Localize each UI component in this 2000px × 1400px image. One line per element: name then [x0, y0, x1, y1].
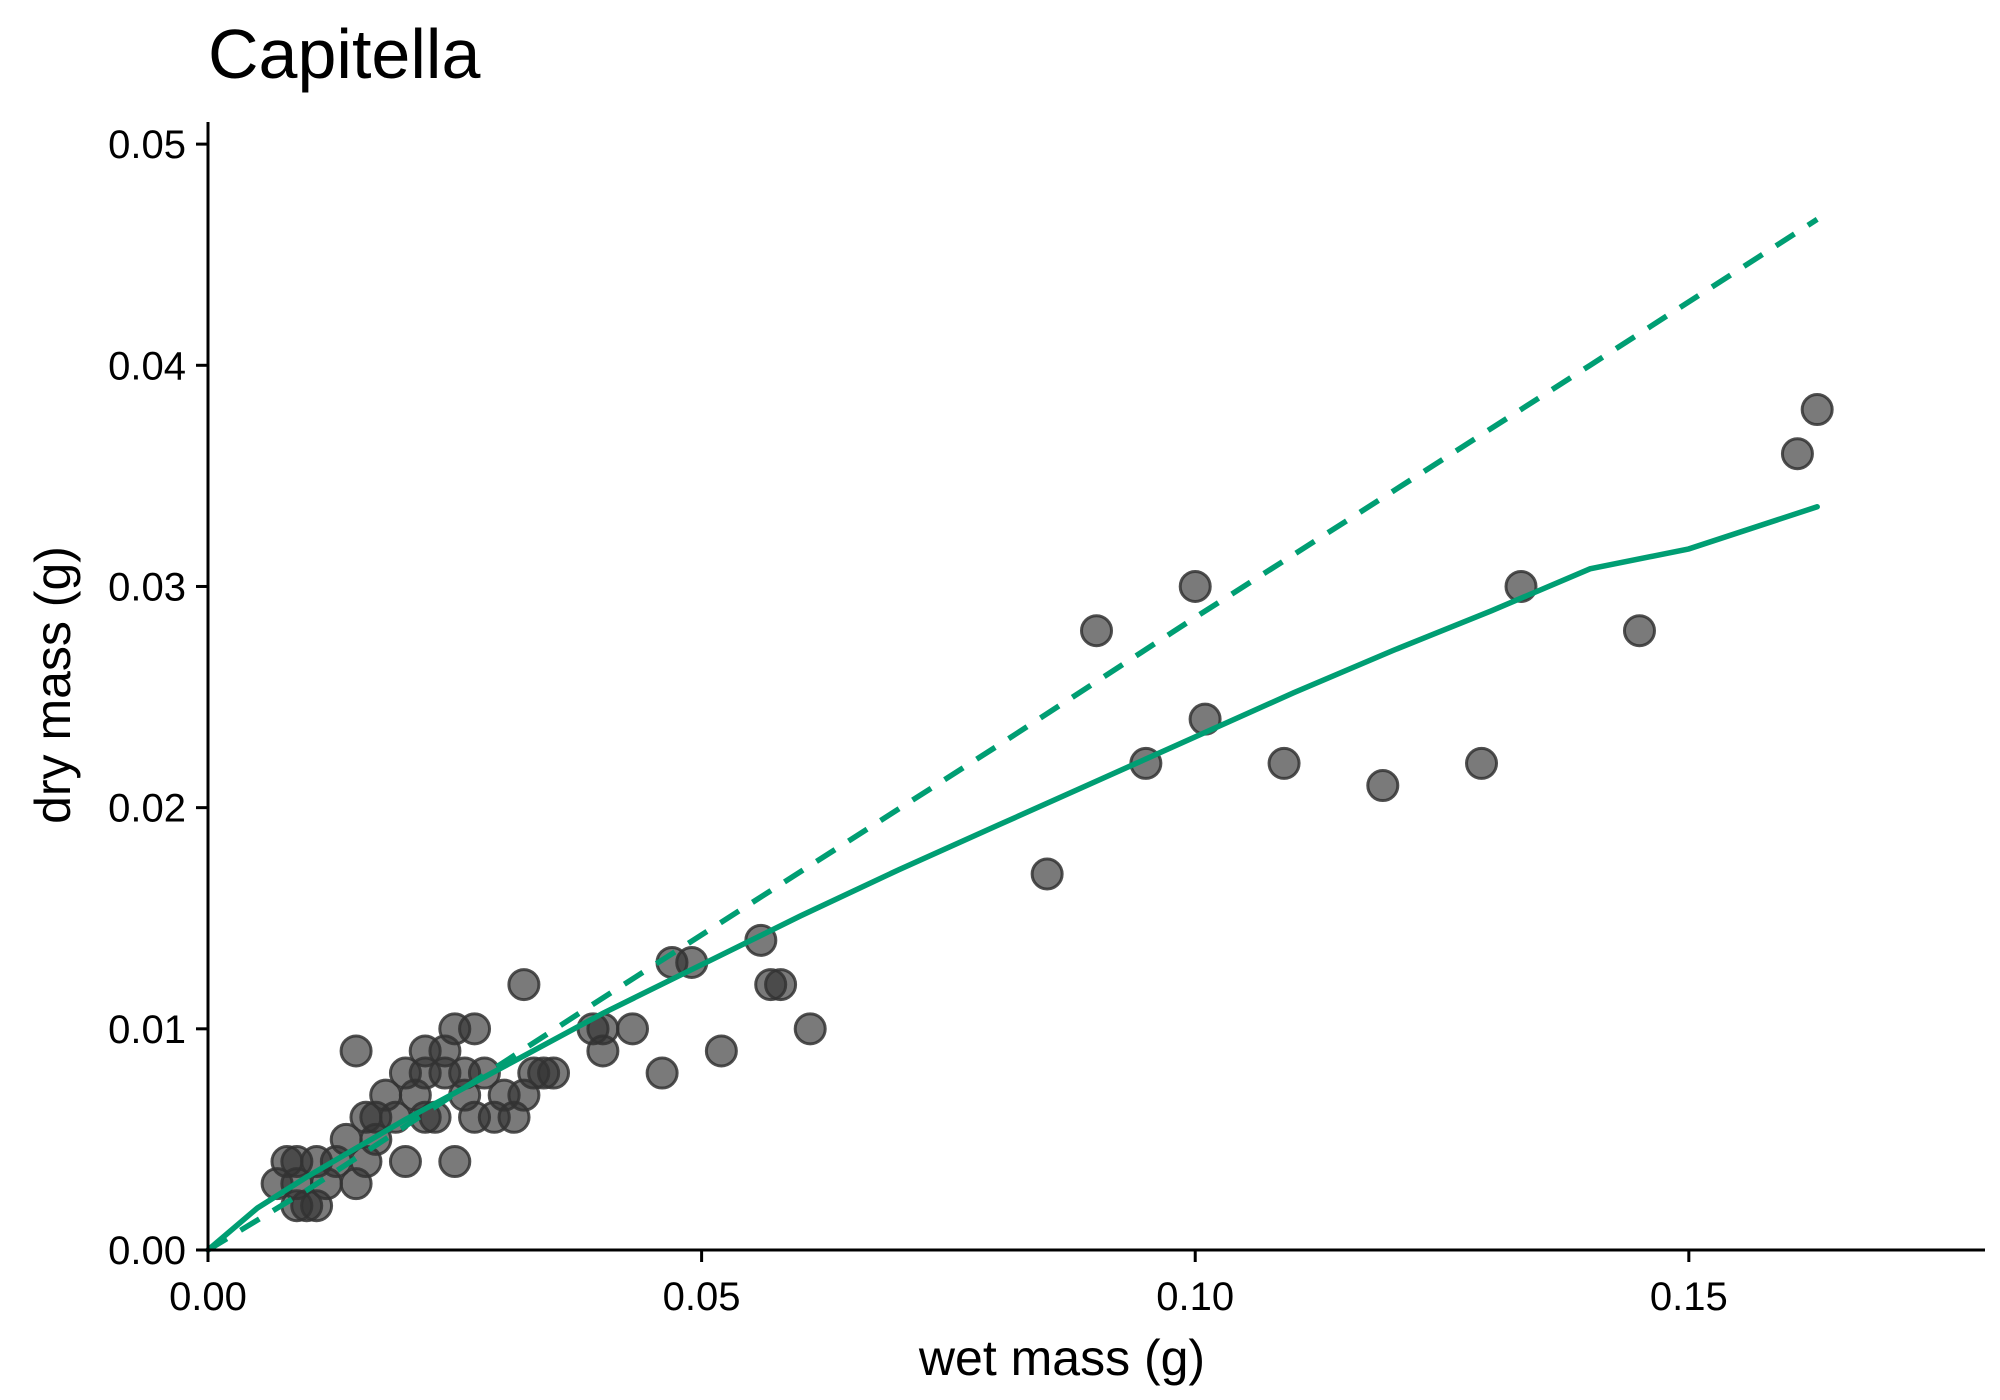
data-point: [1366, 769, 1400, 803]
plot-area: [205, 216, 1834, 1253]
data-point: [438, 1145, 472, 1179]
x-tick-label: 0.00: [169, 1275, 247, 1319]
data-point: [1465, 746, 1499, 780]
y-tick-label: 0.03: [108, 565, 186, 609]
data-point: [388, 1145, 422, 1179]
chart-title: Capitella: [208, 15, 480, 93]
y-axis-ticks: 0.00 0.01 0.02 0.03 0.04 0.05: [108, 123, 208, 1273]
y-tick-label: 0.00: [108, 1229, 186, 1273]
data-point: [1622, 614, 1656, 648]
data-point: [1267, 746, 1301, 780]
dashed-fit-line: [206, 216, 1819, 1253]
data-point: [645, 1056, 679, 1090]
x-axis-ticks: 0.00 0.05 0.10 0.15: [169, 1250, 1728, 1319]
solid-fit-line: [205, 504, 1820, 1253]
y-tick-label: 0.01: [108, 1008, 186, 1052]
data-point: [1800, 393, 1834, 427]
x-tick-label: 0.10: [1156, 1275, 1234, 1319]
data-point: [704, 1034, 738, 1068]
data-point: [1080, 614, 1113, 648]
data-point: [616, 1012, 650, 1046]
y-tick-label: 0.04: [108, 344, 186, 388]
data-point: [586, 1034, 620, 1068]
y-tick-label: 0.05: [108, 123, 186, 167]
data-point: [507, 968, 541, 1002]
data-point: [1030, 857, 1064, 891]
data-point: [793, 1012, 827, 1046]
x-tick-label: 0.05: [663, 1275, 741, 1319]
x-axis-label: wet mass (g): [918, 1330, 1205, 1386]
data-point: [339, 1034, 373, 1068]
y-tick-label: 0.02: [108, 787, 186, 831]
data-point: [537, 1056, 571, 1090]
data-point: [458, 1012, 492, 1046]
y-axis-label: dry mass (g): [25, 546, 81, 824]
data-point: [1780, 437, 1814, 471]
data-point: [764, 968, 798, 1002]
data-point: [1178, 569, 1212, 603]
x-tick-label: 0.15: [1650, 1275, 1728, 1319]
